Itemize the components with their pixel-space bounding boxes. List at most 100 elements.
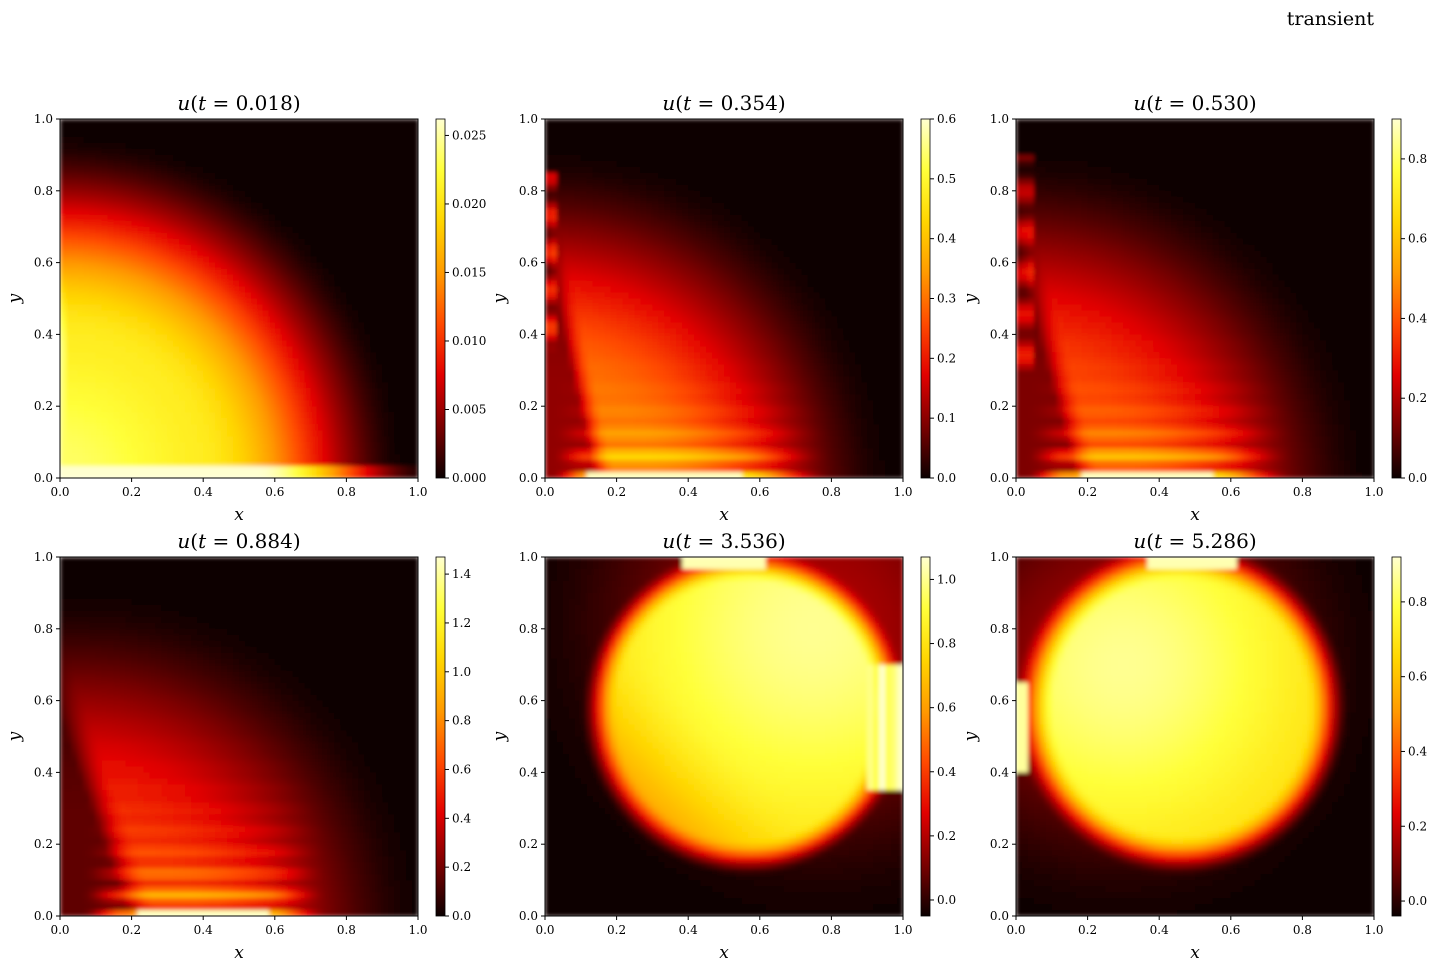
x-tick-label: 0.4 [679, 485, 698, 499]
colorbar-tick-label: 0.4 [937, 765, 956, 779]
x-tick-label: 0.6 [1221, 485, 1240, 499]
y-tick-label: 0.4 [34, 327, 53, 341]
y-tick-label: 0.6 [990, 694, 1009, 708]
figure-suptitle: transient [1287, 8, 1375, 30]
colorbar-tick-label: 0.3 [937, 292, 956, 306]
heatmap [545, 557, 903, 916]
x-tick-label: 0.0 [1006, 923, 1025, 937]
y-axis-label: y [5, 731, 25, 742]
x-tick-label: 0.6 [750, 923, 769, 937]
colorbar: 0.000 0.005 0.010 0.015 0.020 0.025 [435, 118, 486, 485]
x-tick-label: 0.6 [265, 923, 284, 937]
panel-1: u(t = 0.018) 0.0 0.2 0.4 0.6 0.8 1.0 0.0 0.2 0.4 0… [5, 91, 486, 525]
x-tick-label: 0.2 [122, 485, 141, 499]
x-tick-label: 0.4 [679, 923, 698, 937]
y-tick-label: 0.6 [519, 694, 538, 708]
colorbar-gradient [1391, 556, 1402, 917]
colorbar-tick-label: 0.2 [1408, 819, 1427, 833]
y-tick-label: 0.6 [990, 256, 1009, 270]
colorbar-tick-label: 0.5 [937, 172, 956, 186]
y-tick-label: 1.0 [519, 112, 538, 126]
colorbar-gradient [1391, 118, 1402, 479]
colorbar-tick-label: 0.6 [452, 762, 471, 776]
y-tick-label: 1.0 [990, 112, 1009, 126]
colorbar-gradient [435, 118, 446, 479]
x-tick-label: 0.0 [535, 923, 554, 937]
y-tick-label: 0.4 [519, 327, 538, 341]
y-tick-label: 0.6 [34, 256, 53, 270]
colorbar: 0.0 0.2 0.4 0.6 0.8 1.0 1.2 1.4 [435, 556, 471, 923]
colorbar-tick-label: 0.1 [937, 411, 956, 425]
colorbar: 0.0 0.2 0.4 0.6 0.8 [1391, 118, 1427, 485]
y-axis-label: y [961, 293, 981, 304]
axes-frame [1015, 118, 1375, 479]
y-tick-label: 0.2 [519, 399, 538, 413]
y-tick-label: 0.0 [34, 909, 53, 923]
colorbar-tick-label: 0.2 [452, 860, 471, 874]
colorbar-gradient [435, 556, 446, 917]
colorbar-gradient [920, 118, 931, 479]
x-tick-label: 1.0 [893, 485, 912, 499]
colorbar-tick-label: 1.0 [937, 572, 956, 586]
panel-title: u(t = 0.884) [177, 529, 300, 553]
panel-2: u(t = 0.354)0.0 0.2 0.4 0.6 0.8 1.00.00.20.40… [490, 91, 956, 525]
x-tick-label: 0.0 [50, 923, 69, 937]
panel-title: u(t = 5.286) [1133, 529, 1256, 553]
y-tick-label: 0.4 [34, 765, 53, 779]
colorbar-tick-label: 0.2 [1408, 391, 1427, 405]
colorbar-tick-label: 0.4 [1408, 744, 1427, 758]
y-tick-label: 0.6 [519, 256, 538, 270]
heatmap [60, 119, 418, 478]
x-tick-label: 0.4 [194, 485, 213, 499]
colorbar-tick-label: 0.0 [1408, 471, 1427, 485]
colorbar-tick-label: 0.0 [937, 893, 956, 907]
colorbar-tick-label: 0.8 [937, 637, 956, 651]
x-tick-label: 0.4 [1150, 923, 1169, 937]
y-tick-label: 0.0 [519, 909, 538, 923]
colorbar-tick-label: 0.010 [452, 334, 486, 348]
x-tick-label: 0.8 [1293, 923, 1312, 937]
colorbar-tick-label: 0.005 [452, 402, 486, 416]
x-tick-label: 0.8 [822, 485, 841, 499]
x-axis-label: x [234, 943, 244, 963]
panel-title: u(t = 0.354) [662, 91, 785, 115]
y-tick-label: 1.0 [990, 550, 1009, 564]
y-tick-label: 0.4 [990, 327, 1009, 341]
y-tick-label: 0.8 [34, 184, 53, 198]
colorbar-gradient [920, 556, 931, 917]
x-tick-label: 0.2 [1078, 485, 1097, 499]
x-tick-label: 0.0 [1006, 485, 1025, 499]
y-tick-label: 0.2 [519, 837, 538, 851]
x-tick-label: 1.0 [408, 923, 427, 937]
colorbar-tick-label: 0.000 [452, 471, 486, 485]
colorbar-tick-label: 0.6 [937, 112, 956, 126]
colorbar-tick-label: 0.8 [1408, 152, 1427, 166]
colorbar: 0.0 0.1 0.2 0.3 0.4 0.5 0.6 [920, 112, 956, 485]
panel-title: u(t = 0.530) [1133, 91, 1256, 115]
y-tick-label: 0.8 [990, 622, 1009, 636]
colorbar-tick-label: 0.015 [452, 265, 486, 279]
x-tick-label: 0.2 [607, 485, 626, 499]
colorbar-tick-label: 1.2 [452, 616, 471, 630]
panel-4: u(t = 0.884)0.0 0.2 0.4 0.6 0.8 1.00.00.20.40… [5, 529, 471, 963]
y-tick-label: 1.0 [34, 112, 53, 126]
axes-frame [1015, 556, 1375, 917]
x-axis-label: x [234, 505, 244, 525]
x-tick-label: 0.8 [1293, 485, 1312, 499]
y-tick-label: 0.2 [990, 837, 1009, 851]
x-axis-label: x [1190, 505, 1200, 525]
y-tick-label: 0.8 [34, 622, 53, 636]
colorbar-tick-label: 0.4 [1408, 311, 1427, 325]
x-tick-label: 0.4 [1150, 485, 1169, 499]
axes-frame [544, 118, 904, 479]
y-tick-label: 1.0 [519, 550, 538, 564]
heatmap [1016, 557, 1374, 916]
y-tick-label: 0.8 [519, 184, 538, 198]
colorbar-tick-label: 0.8 [452, 714, 471, 728]
colorbar-tick-label: 0.0 [937, 471, 956, 485]
y-tick-label: 0.2 [990, 399, 1009, 413]
panel-6: u(t = 5.286)0.0 0.2 0.4 0.6 0.8 1.00.00.20.40… [961, 529, 1427, 963]
panels: u(t = 0.018)0.0 0.2 0.4 0.6 0.8 1.00.00.20.40… [5, 91, 1427, 963]
colorbar-tick-label: 0.4 [452, 811, 471, 825]
colorbar-tick-label: 0.0 [452, 909, 471, 923]
